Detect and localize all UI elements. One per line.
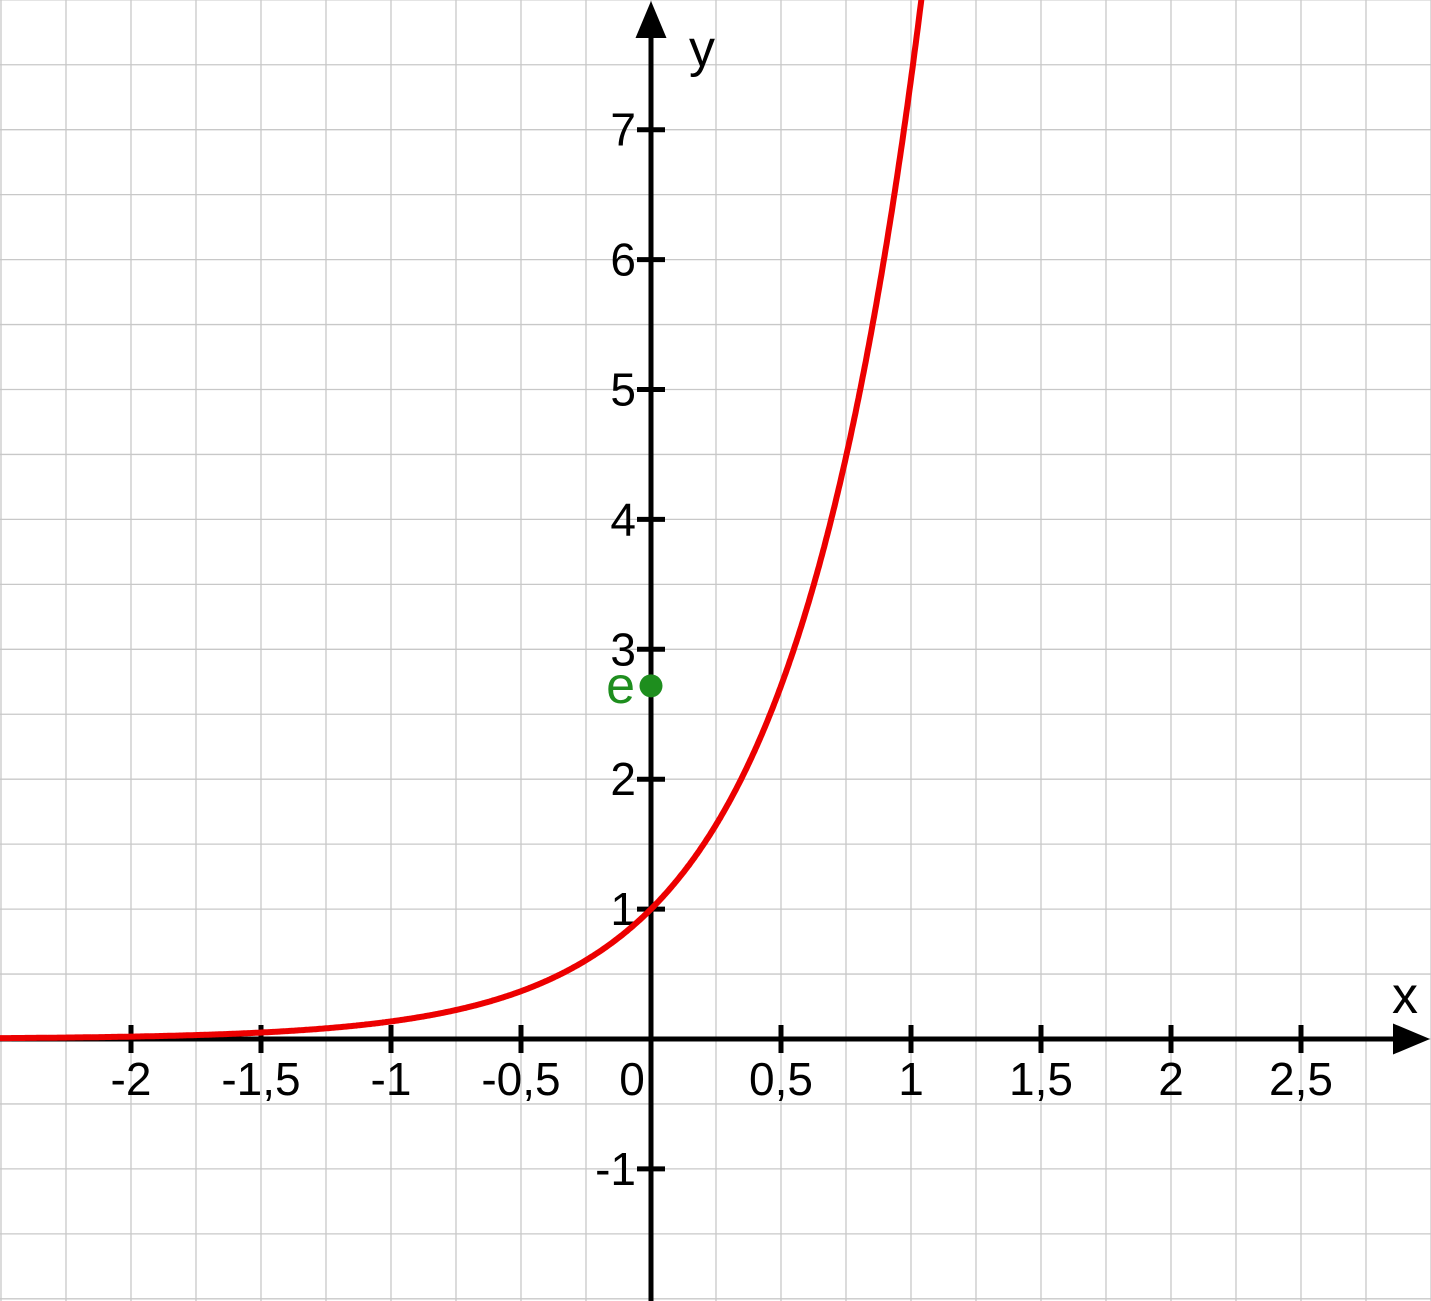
x-axis-arrow-icon [1393, 1023, 1430, 1055]
y-tick-label: 4 [610, 493, 636, 545]
x-tick-label: 2,5 [1269, 1053, 1333, 1105]
x-tick-label: 1 [898, 1053, 924, 1105]
point-e-dot [639, 674, 663, 698]
x-tick-label: 0 [619, 1053, 645, 1105]
curve-path [0, 0, 925, 1042]
y-tick-label: -1 [595, 1143, 636, 1195]
y-axis-arrow-icon [635, 1, 667, 38]
x-tick-label: 1,5 [1009, 1053, 1073, 1105]
y-tick-label: 6 [610, 234, 636, 286]
point-e-label: e [606, 657, 635, 715]
y-tick-label: 5 [610, 364, 636, 416]
x-tick-label: 0,5 [749, 1053, 813, 1105]
y-tick-label: 2 [610, 753, 636, 805]
y-axis-label: y [689, 20, 715, 78]
x-tick-label: -2 [111, 1053, 152, 1105]
x-tick-label: -1,5 [221, 1053, 300, 1105]
x-tick-label: -0,5 [481, 1053, 560, 1105]
x-axis-label: x [1392, 967, 1418, 1025]
x-tick-label: 2 [1158, 1053, 1184, 1105]
y-tick-label: 3 [610, 623, 636, 675]
y-tick-label: 7 [610, 104, 636, 156]
x-tick-label: -1 [371, 1053, 412, 1105]
